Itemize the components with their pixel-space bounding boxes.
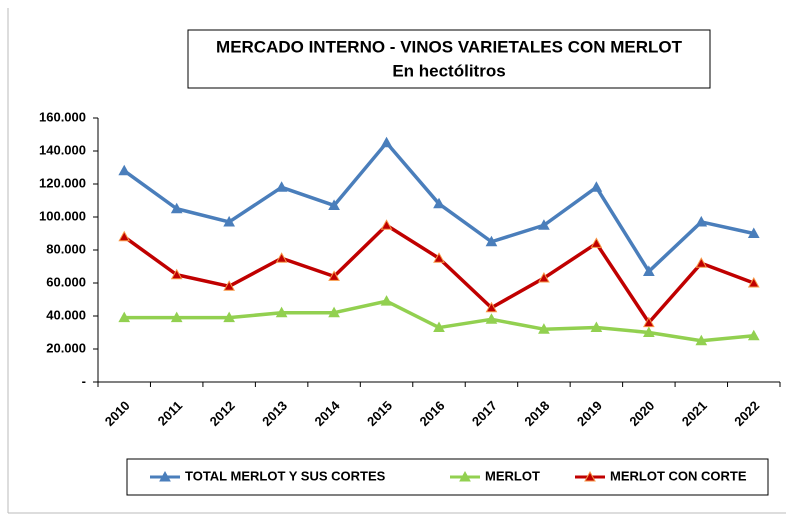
point-marker [590, 181, 603, 192]
point-marker [538, 272, 550, 283]
point-marker [538, 323, 550, 334]
x-tick-label: 2022 [731, 398, 762, 429]
legend-label: MERLOT CON CORTE [610, 468, 747, 483]
point-marker [118, 164, 131, 176]
x-tick-label: 2015 [364, 398, 395, 429]
y-tick-label: 20.000 [46, 340, 86, 355]
point-marker [380, 295, 393, 306]
y-tick-label: - [82, 373, 86, 388]
point-marker [328, 306, 340, 318]
series-line [123, 223, 755, 325]
point-marker [380, 136, 393, 148]
point-marker [485, 301, 498, 313]
x-tick-label: 2014 [312, 397, 344, 429]
point-marker [433, 252, 445, 263]
point-marker [747, 276, 760, 288]
point-marker [223, 215, 236, 227]
point-marker [695, 215, 708, 227]
y-tick-label: 80.000 [46, 241, 86, 256]
x-tick-label: 2013 [259, 398, 290, 429]
point-marker [118, 230, 131, 242]
point-marker [590, 321, 603, 333]
y-tick-label: 160.000 [39, 109, 86, 124]
point-marker [538, 219, 550, 230]
point-marker [170, 268, 183, 280]
point-marker [275, 306, 288, 318]
y-tick-label: 140.000 [39, 142, 86, 157]
y-tick-label: 100.000 [39, 208, 86, 223]
point-marker [380, 219, 393, 230]
point-marker [485, 235, 498, 247]
legend-label: TOTAL MERLOT Y SUS CORTES [185, 468, 386, 483]
x-tick-label: 2016 [416, 398, 447, 429]
point-marker [328, 199, 340, 210]
x-tick-label: 2021 [679, 398, 710, 429]
y-tick-label: 40.000 [46, 307, 86, 322]
point-marker [223, 280, 236, 291]
point-marker [223, 311, 236, 323]
title-box [187, 29, 711, 89]
x-tick-label: 2012 [207, 398, 238, 429]
y-tick-label: 120.000 [39, 175, 86, 190]
point-marker [642, 316, 655, 328]
series-line [124, 299, 754, 343]
point-marker [170, 311, 183, 323]
legend-marker [459, 470, 471, 482]
point-marker [485, 313, 498, 324]
point-marker [433, 321, 445, 333]
y-tick-label: 60.000 [46, 274, 86, 289]
chart-title: MERCADO INTERNO - VINOS VARIETALES CON M… [216, 37, 683, 56]
point-marker [695, 334, 708, 346]
point-marker [747, 227, 760, 238]
legend-label: MERLOT [485, 468, 540, 483]
legend-marker [159, 470, 171, 482]
point-marker [275, 252, 288, 263]
x-tick-label: 2019 [574, 398, 605, 429]
point-marker [590, 237, 603, 248]
point-marker [642, 265, 655, 276]
point-marker [170, 202, 183, 214]
point-marker [328, 270, 340, 281]
point-marker [275, 181, 288, 192]
x-tick-label: 2011 [155, 398, 186, 429]
x-tick-label: 2018 [521, 398, 552, 429]
point-marker [695, 257, 708, 268]
chart-subtitle: En hectólitros [392, 61, 505, 80]
point-marker [118, 311, 131, 323]
point-marker [433, 197, 445, 209]
x-tick-label: 2017 [469, 398, 500, 429]
x-tick-label: 2020 [626, 398, 657, 429]
legend-box [126, 458, 769, 496]
legend-marker [584, 470, 596, 482]
point-marker [642, 326, 655, 337]
point-marker [747, 329, 760, 341]
x-tick-label: 2010 [102, 398, 133, 429]
